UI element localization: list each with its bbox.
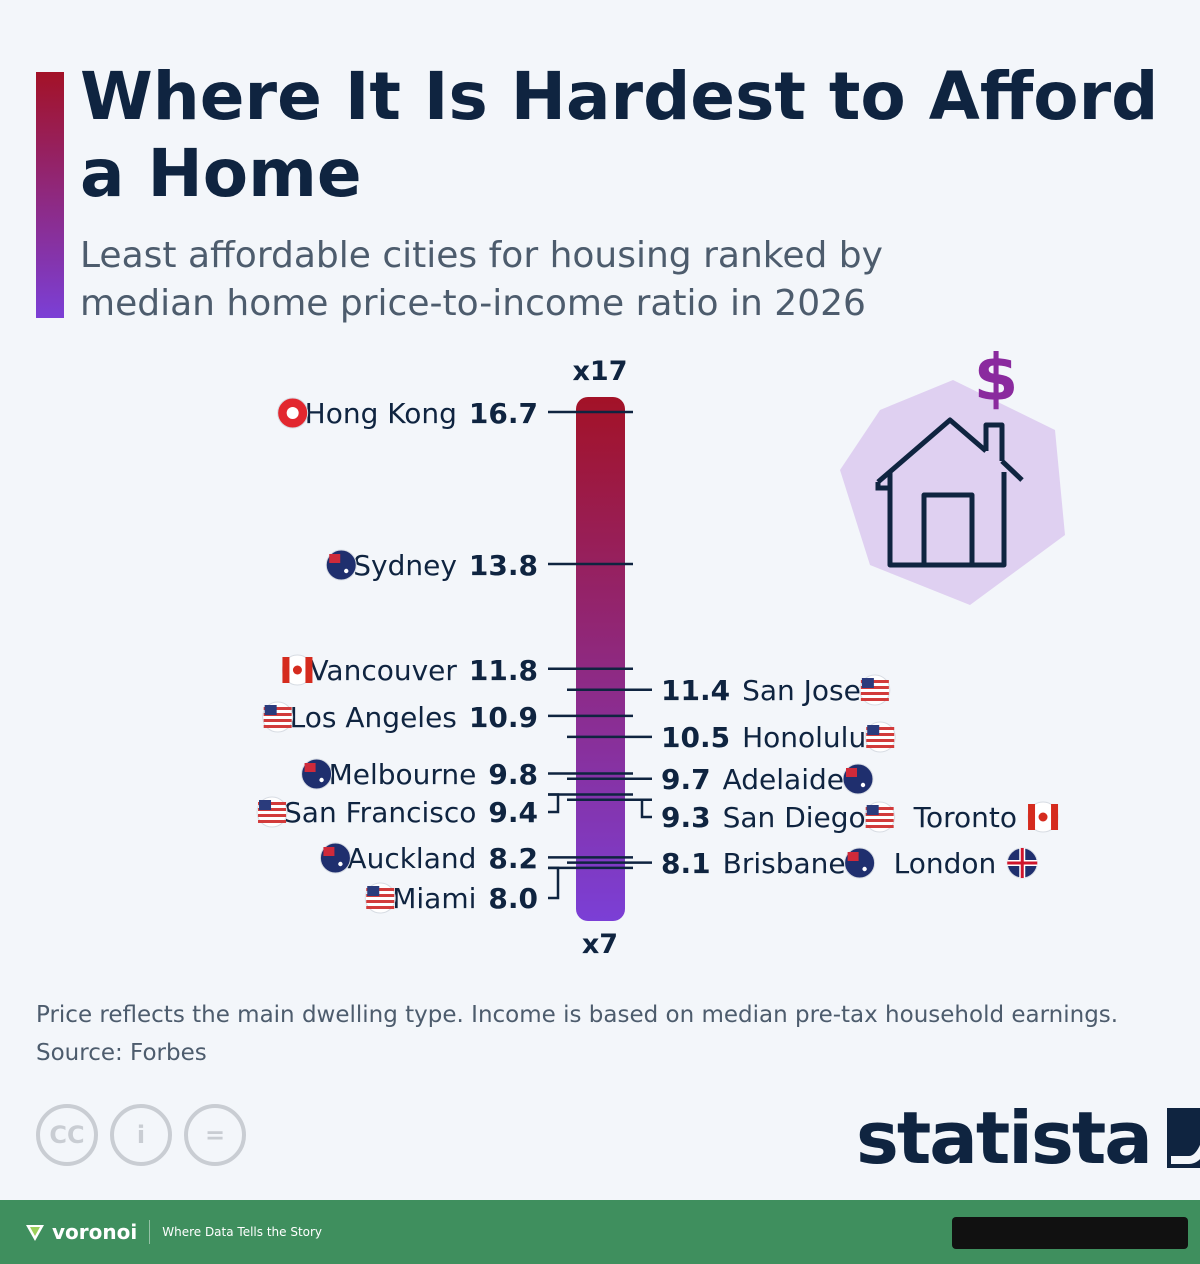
creative-commons-icon: CC: [36, 1104, 98, 1166]
house-dollar-icon: $: [840, 342, 1065, 605]
flag-adelaide-canton: [846, 768, 857, 777]
label-melbourne: Melbourne 9.8: [329, 758, 538, 791]
label-san-jose: 11.4 San Jose: [661, 674, 861, 707]
label-los-angeles: Los Angeles 10.9: [290, 701, 538, 734]
label-san-diego: 9.3 San Diego: [661, 801, 866, 834]
flag-miami-canton: [367, 886, 380, 896]
flag-san-jose-stripe-1: [860, 686, 889, 689]
flag-sydney-canton: [329, 554, 341, 563]
flag-miami-stripe-2: [366, 900, 395, 903]
flag-toronto-band-left: [1028, 804, 1036, 830]
ratio-bar: [576, 397, 625, 921]
label-toronto: Toronto: [913, 801, 1017, 834]
attribution-icon: i: [110, 1104, 172, 1166]
license-icons: CC i =: [36, 1104, 246, 1166]
dollar-sign-icon: $: [974, 342, 1019, 416]
page-subtitle: Least affordable cities for housing rank…: [80, 235, 883, 324]
label-auckland: Auckland 8.2: [347, 842, 538, 875]
ratio-chart: x17 x7 Hong Kong 16.7 Sydney 13.8 Vancouver 1…: [256, 342, 1065, 960]
label-london: London: [894, 847, 997, 880]
flag-honolulu-stripe-0: [866, 727, 895, 730]
flag-hong-kong-flower: [286, 407, 299, 419]
flag-san-diego-stripe-2: [865, 819, 894, 822]
flag-san-jose-stripe-0: [860, 680, 889, 683]
page-title: Where It Is Hardest to Afford a Home: [80, 58, 1159, 212]
flag-san-diego-canton: [866, 805, 879, 815]
flag-san-francisco-stripe-3: [258, 820, 287, 823]
flag-san-diego-stripe-0: [865, 807, 894, 810]
flag-los-angeles-stripe-2: [263, 719, 292, 722]
flag-san-francisco-canton: [259, 800, 272, 810]
flag-honolulu-canton: [867, 725, 880, 735]
footnote: Price reflects the main dwelling type. I…: [36, 996, 1118, 1072]
flag-melbourne-canton: [304, 763, 316, 772]
flag-miami-stripe-1: [366, 894, 395, 897]
flag-vancouver-band-right: [305, 657, 313, 683]
flag-los-angeles-stripe-0: [263, 707, 292, 710]
flag-los-angeles-stripe-1: [263, 713, 292, 716]
flag-auckland-star: [338, 861, 343, 867]
flag-san-diego-stripe-3: [865, 825, 894, 828]
flag-sydney-star: [344, 568, 349, 574]
flag-vancouver-leaf: [292, 665, 302, 675]
flag-san-diego-stripe-1: [865, 813, 894, 816]
voronoi-logo-icon: [26, 1225, 44, 1241]
leader-miami: [548, 866, 560, 900]
flag-honolulu-stripe-2: [866, 739, 895, 742]
flag-san-francisco-stripe-1: [258, 808, 287, 811]
flag-toronto-leaf: [1038, 812, 1048, 822]
flag-london-v-red: [1020, 848, 1024, 878]
label-miami: Miami 8.0: [392, 882, 538, 915]
label-adelaide: 9.7 Adelaide: [661, 763, 844, 796]
statista-brand: statista: [856, 1096, 1200, 1180]
flag-san-jose-canton: [861, 678, 874, 688]
leader-san-francisco: [548, 793, 560, 814]
voronoi-logo: voronoi: [24, 1220, 137, 1244]
flag-toronto-band-right: [1051, 804, 1059, 830]
label-vancouver: Vancouver 11.8: [309, 654, 538, 687]
footer-divider: [149, 1220, 151, 1244]
flag-honolulu-stripe-1: [866, 733, 895, 736]
statista-wordmark: statista: [856, 1096, 1153, 1180]
flag-miami-stripe-3: [366, 906, 395, 909]
flag-san-jose-stripe-3: [860, 698, 889, 701]
flag-san-francisco-stripe-0: [258, 802, 287, 805]
axis-bottom-label: x7: [582, 929, 618, 960]
voronoi-logo-text: voronoi: [52, 1220, 138, 1244]
footer-tagline: Where Data Tells the Story: [162, 1225, 323, 1239]
statista-logo-icon: [1166, 1108, 1200, 1168]
footnote-source: Source: Forbes: [36, 1040, 207, 1066]
flag-los-angeles-canton: [264, 705, 277, 715]
flag-vancouver-band-left: [282, 657, 290, 683]
footer-bar: voronoi Where Data Tells the Story: [0, 1200, 1200, 1264]
flag-adelaide-star: [860, 782, 866, 788]
flag-auckland-canton: [323, 847, 335, 856]
label-honolulu: 10.5 Honolulu: [661, 721, 866, 754]
flag-los-angeles-stripe-3: [263, 725, 292, 728]
label-san-francisco: San Francisco 9.4: [284, 796, 538, 829]
app-store-badge[interactable]: [952, 1217, 1188, 1249]
title-accent-bar: [36, 72, 64, 318]
flag-brisbane-canton: [847, 852, 859, 861]
flag-melbourne-star: [319, 777, 324, 783]
flag-brisbane-star: [862, 866, 867, 872]
flag-san-jose-stripe-2: [860, 692, 889, 695]
flag-miami-stripe-0: [366, 888, 395, 891]
label-sydney: Sydney 13.8: [353, 549, 538, 582]
label-brisbane: 8.1 Brisbane: [661, 847, 846, 880]
no-derivatives-icon: =: [184, 1104, 246, 1166]
flag-san-francisco-stripe-2: [258, 814, 287, 817]
flag-honolulu-stripe-3: [866, 745, 895, 748]
leader-san-diego: [640, 799, 652, 819]
footnote-note: Price reflects the main dwelling type. I…: [36, 1002, 1119, 1028]
axis-top-label: x17: [573, 356, 628, 387]
label-hong-kong: Hong Kong 16.7: [305, 397, 538, 430]
